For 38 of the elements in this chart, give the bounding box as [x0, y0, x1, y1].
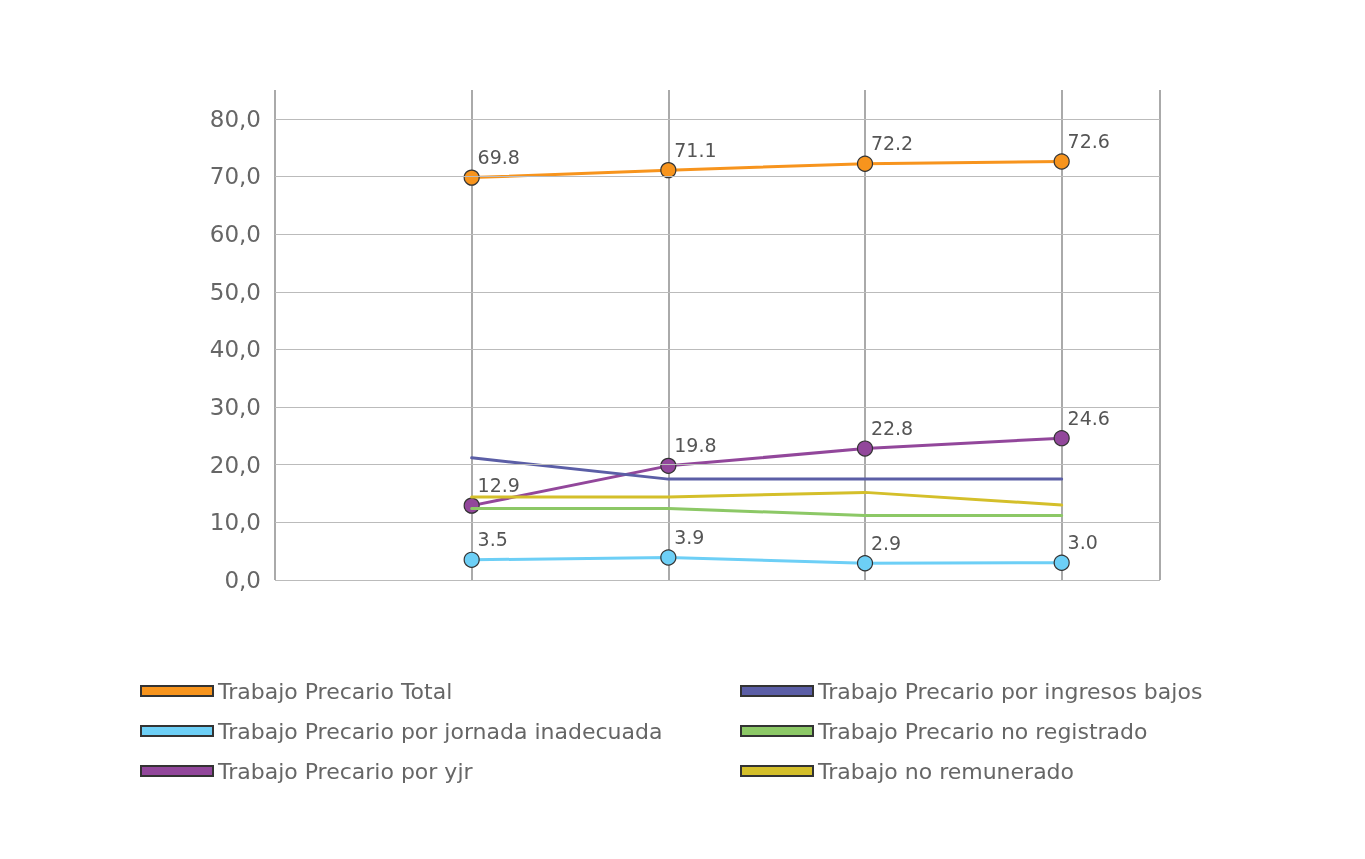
y-tick-label: 20,0 [209, 451, 261, 478]
data-label: 24.6 [1067, 406, 1110, 429]
data-label: 19.8 [674, 434, 717, 457]
legend-label: Trabajo Precario por ingresos bajos [817, 678, 1203, 704]
data-label: 3.5 [477, 528, 508, 551]
y-tick-label: 30,0 [209, 394, 261, 421]
y-tick-label: 70,0 [209, 163, 261, 190]
data-label: 71.1 [674, 138, 717, 161]
point [1053, 430, 1070, 447]
data-label: 69.8 [477, 146, 520, 169]
point [660, 549, 677, 566]
y-tick-label: 10,0 [209, 509, 261, 536]
data-label: 12.9 [477, 474, 520, 497]
legend-label: Trabajo Precario no registrado [817, 718, 1148, 744]
y-tick-label: 80,0 [209, 105, 261, 132]
y-tick-label: 0,0 [224, 567, 261, 593]
point [660, 162, 677, 179]
legend-label: Trabajo Precario por yjr [217, 758, 474, 784]
point [856, 555, 874, 572]
point [1053, 153, 1070, 170]
point [660, 457, 677, 474]
legend-label: Trabajo Precario Total [217, 678, 453, 704]
y-tick-label: 60,0 [209, 221, 261, 248]
data-label: 3.9 [674, 525, 705, 548]
point [856, 155, 874, 172]
data-label: 22.8 [870, 416, 914, 439]
point [463, 169, 480, 186]
data-label: 72.2 [870, 132, 914, 155]
data-label: 72.6 [1067, 129, 1110, 152]
legend-label: Trabajo Precario por jornada inadecuada [217, 718, 663, 744]
point [463, 551, 480, 568]
y-tick-label: 40,0 [209, 336, 261, 363]
point [1053, 554, 1070, 571]
y-tick-label: 50,0 [209, 278, 261, 305]
point [856, 440, 874, 457]
data-label: 2.9 [870, 531, 902, 554]
legend-label: Trabajo no remunerado [817, 758, 1075, 784]
data-label: 3.0 [1067, 531, 1098, 554]
